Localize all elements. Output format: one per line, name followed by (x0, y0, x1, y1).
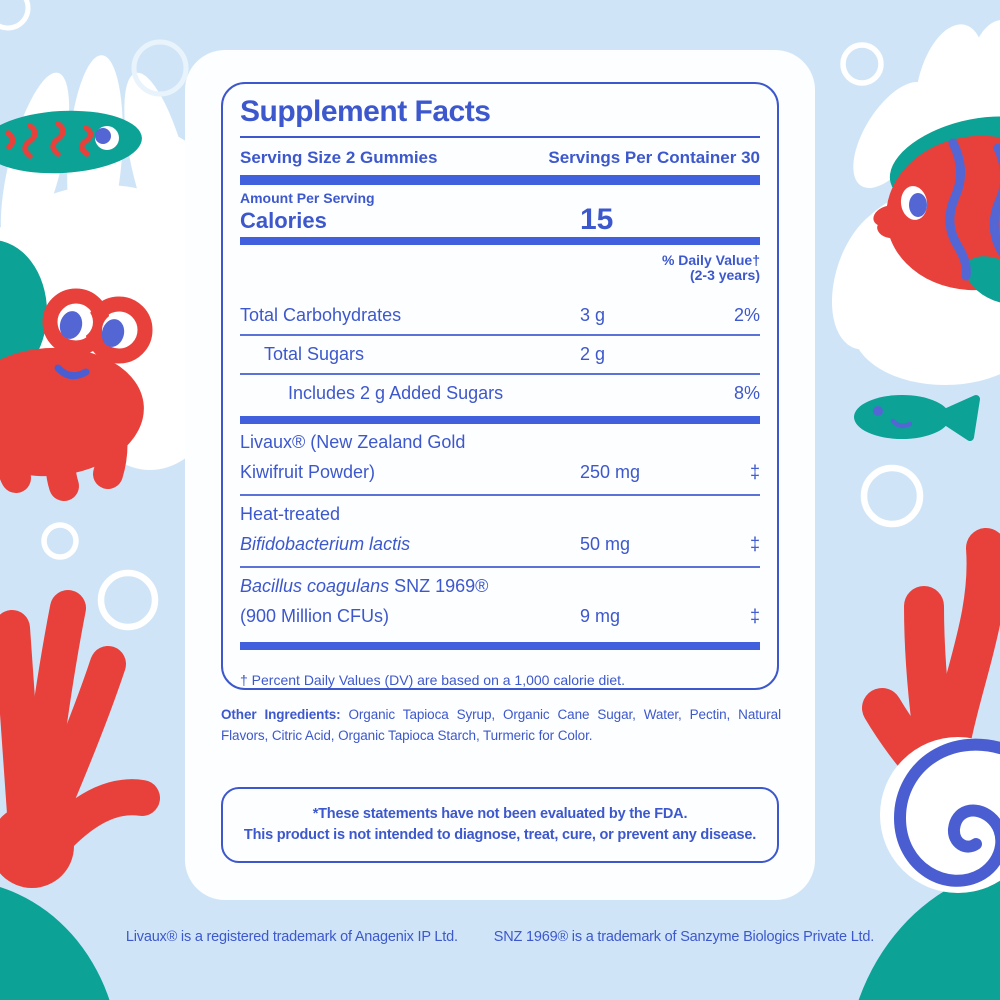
thick-bar (240, 642, 760, 650)
calories-row: Calories 15 (240, 203, 760, 236)
fda-disclaimer-box: *These statements have not been evaluate… (221, 787, 779, 863)
other-ingredients-text: Organic Tapioca Syrup, Organic Cane Suga… (221, 707, 781, 743)
label-panel: Supplement Facts Serving Size 2 Gummies … (185, 50, 815, 900)
other-ingredients: Other Ingredients: Organic Tapioca Syrup… (221, 704, 781, 746)
table-row: Heat-treated Bifidobacterium lactis 50 m… (240, 496, 760, 568)
sea-floor-right-icon (858, 868, 1000, 1000)
servings-per-container: Servings Per Container 30 (548, 148, 760, 167)
sea-floor-left-icon (0, 887, 110, 1000)
daily-value-header: % Daily Value† (2-3 years) (661, 252, 760, 283)
footnote-dagger: † Percent Daily Values (DV) are based on… (240, 672, 625, 688)
nutrient-rows: Total Carbohydrates 3 g 2% Total Sugars … (240, 297, 760, 650)
supplement-facts-box: Supplement Facts Serving Size 2 Gummies … (221, 82, 779, 690)
other-ingredients-label: Other Ingredients: (221, 707, 341, 722)
disclaimer-line-1: *These statements have not been evaluate… (312, 806, 688, 822)
table-row: Bacillus coagulans SNZ 1969® (900 Millio… (240, 576, 760, 626)
table-row: Includes 2 g Added Sugars 8% (288, 383, 760, 403)
calories-value: 15 (580, 203, 614, 236)
facts-title: Supplement Facts (240, 95, 491, 128)
amount-per-serving-label: Amount Per Serving (240, 190, 375, 206)
footnotes: † Percent Daily Values (DV) are based on… (240, 670, 760, 688)
table-row: Livaux® (New Zealand Gold Kiwifruit Powd… (240, 424, 760, 496)
crab-icon (0, 288, 153, 501)
bubble-icon (0, 0, 924, 631)
trademark-left: Livaux® is a registered trademark of Ana… (125, 929, 458, 945)
serving-size: Serving Size 2 Gummies (240, 148, 438, 167)
striped-fish-left-icon (0, 110, 142, 174)
table-row: Total Carbohydrates 3 g 2% (240, 297, 760, 336)
snail-shell-icon (880, 737, 1000, 893)
small-teal-fish-icon (854, 395, 980, 441)
calories-label: Calories (240, 208, 327, 233)
thick-bar (240, 416, 760, 424)
teal-blob-icon (0, 240, 47, 384)
thick-bar (240, 175, 760, 185)
serving-row: Serving Size 2 Gummies Servings Per Cont… (240, 148, 760, 168)
divider (240, 136, 760, 138)
trademark-footer: Livaux® is a registered trademark of Ana… (0, 929, 1000, 945)
table-row: Total Sugars 2 g (240, 336, 760, 375)
thick-bar (240, 237, 760, 245)
coral-left-icon (0, 590, 160, 888)
disclaimer-line-2: This product is not intended to diagnose… (243, 827, 757, 843)
big-striped-fish-icon (873, 116, 1000, 304)
trademark-right: SNZ 1969® is a trademark of Sanzyme Biol… (493, 929, 875, 945)
